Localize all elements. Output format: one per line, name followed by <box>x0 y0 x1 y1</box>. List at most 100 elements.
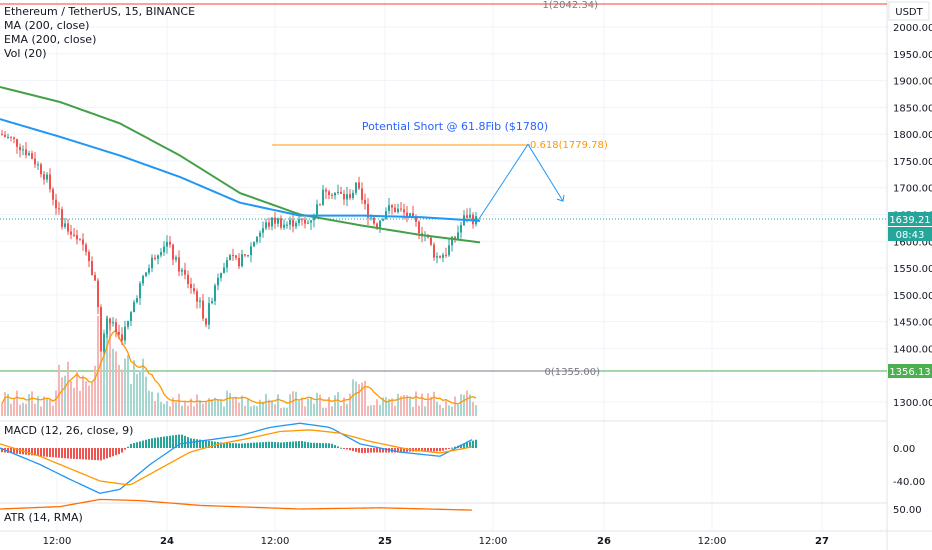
volume-bar <box>400 396 402 416</box>
volume-bar <box>142 358 144 416</box>
candle-body <box>88 251 90 262</box>
macd-hist-bar <box>199 439 201 448</box>
candle-body <box>133 302 135 313</box>
price-tick: 1600.00 <box>893 237 932 248</box>
macd-hist-bar <box>430 448 432 452</box>
candle-body <box>157 255 159 259</box>
macd-hist-bar <box>361 448 363 454</box>
macd-hist-bar <box>271 441 273 448</box>
volume-bar <box>277 394 279 416</box>
candle-body <box>10 136 12 138</box>
volume-bar <box>376 399 378 416</box>
volume-bar <box>385 397 387 416</box>
symbol-title[interactable]: Ethereum / TetherUS, 15, BINANCE <box>4 5 195 18</box>
macd-hist-bar <box>265 441 267 448</box>
macd-hist-bar <box>208 440 210 448</box>
volume-bar <box>115 351 117 416</box>
candle-body <box>151 257 153 269</box>
indicator-vol-label[interactable]: Vol (20) <box>4 47 47 60</box>
macd-hist-bar <box>193 438 195 448</box>
candle-body <box>328 191 330 195</box>
macd-hist-bar <box>97 448 99 461</box>
macd-label[interactable]: MACD (12, 26, close, 9) <box>4 424 133 437</box>
currency-badge[interactable] <box>888 1 930 21</box>
macd-hist-bar <box>445 448 447 450</box>
volume-bar <box>181 405 183 416</box>
volume-bar <box>37 396 39 416</box>
candle-body <box>97 280 99 308</box>
potential-short-annotation[interactable]: Potential Short @ 61.8Fib ($1780) <box>362 120 548 133</box>
macd-hist-bar <box>133 443 135 448</box>
candle-body <box>253 241 255 247</box>
candle-body <box>343 193 345 200</box>
candle-body <box>163 246 165 253</box>
candle-body <box>469 214 471 218</box>
volume-bar <box>403 395 405 416</box>
volume-bar <box>430 396 432 416</box>
volume-bar <box>64 375 66 416</box>
indicator-ema-label[interactable]: EMA (200, close) <box>4 33 96 46</box>
macd-hist-bar <box>367 448 369 453</box>
macd-hist-bar <box>73 448 75 459</box>
candle-body <box>418 221 420 234</box>
atr-label[interactable]: ATR (14, RMA) <box>4 511 83 524</box>
volume-bar <box>301 397 303 416</box>
macd-hist-bar <box>400 448 402 453</box>
volume-bar <box>349 393 351 416</box>
projection-path[interactable] <box>477 143 564 221</box>
macd-hist-bar <box>34 448 36 456</box>
macd-hist-bar <box>235 443 237 448</box>
macd-hist-bar <box>316 442 318 448</box>
volume-bar <box>340 405 342 416</box>
macd-hist-bar <box>163 436 165 448</box>
candle-body <box>247 255 249 257</box>
macd-hist-bar <box>403 448 405 453</box>
candle-body <box>346 194 348 200</box>
macd-hist-bar <box>307 442 309 448</box>
volume-bar <box>448 405 450 416</box>
candle-body <box>52 189 54 200</box>
volume-bar <box>295 391 297 416</box>
macd-hist-bar <box>109 448 111 458</box>
macd-hist-bar <box>241 443 243 448</box>
candle-body <box>67 223 69 232</box>
volume-bar <box>31 391 33 416</box>
atr-line <box>0 498 473 511</box>
volume-bar <box>172 397 174 416</box>
candle-body <box>208 303 210 325</box>
macd-hist-bar <box>397 448 399 453</box>
volume-bar <box>22 402 24 416</box>
volume-bar <box>73 387 75 416</box>
volume-bar <box>109 321 111 416</box>
candle-body <box>196 291 198 302</box>
volume-bar <box>40 406 42 416</box>
price-tick: 1950.00 <box>893 50 932 61</box>
volume-bar <box>463 394 465 416</box>
time-axis[interactable]: 12:00 24 12:00 25 12:00 26 12:00 27 <box>43 536 829 547</box>
candle-body <box>451 236 453 246</box>
volume-bar <box>52 405 54 416</box>
macd-line <box>0 422 473 495</box>
volume-bar <box>223 406 225 416</box>
time-tick: 27 <box>815 536 829 547</box>
candle-body <box>301 219 303 221</box>
volume-bar <box>184 401 186 416</box>
candle-body <box>382 219 384 221</box>
macd-hist-bar <box>466 442 468 448</box>
macd-hist-bar <box>463 443 465 448</box>
candle-body <box>241 254 243 267</box>
volume-bar <box>406 395 408 416</box>
volume-bar <box>130 383 132 416</box>
macd-hist-bar <box>10 448 12 454</box>
macd-hist-bar <box>301 441 303 448</box>
volume-bar <box>337 392 339 416</box>
macd-hist-bar <box>115 448 117 456</box>
candle-body <box>457 232 459 239</box>
volume-bar <box>412 406 414 416</box>
macd-hist-bar <box>256 442 258 448</box>
macd-hist-bar <box>382 448 384 453</box>
volume-bar <box>382 397 384 416</box>
indicator-ma-label[interactable]: MA (200, close) <box>4 19 89 32</box>
macd-hist-bar <box>130 443 132 448</box>
